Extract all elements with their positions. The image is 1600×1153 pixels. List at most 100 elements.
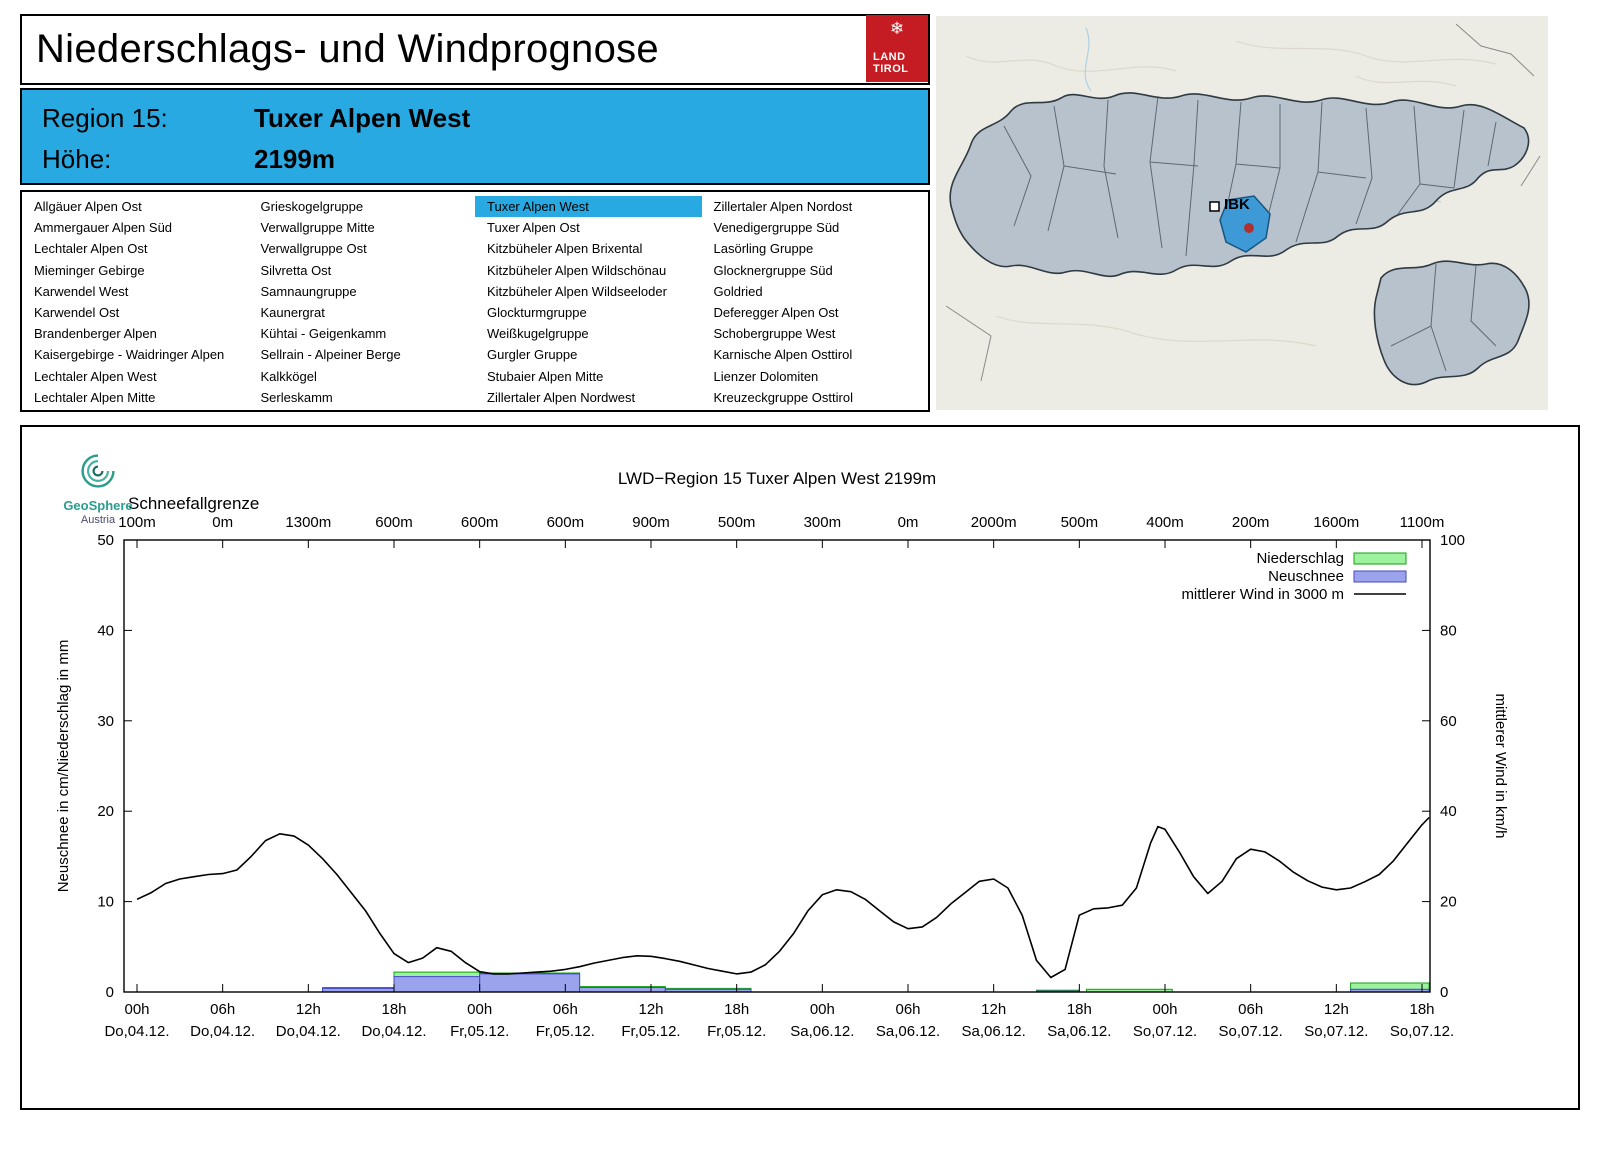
region-option[interactable]: Karwendel Ost: [34, 304, 120, 320]
region-option[interactable]: Glockturmgruppe: [487, 304, 587, 320]
region-info-box: Region 15: Tuxer Alpen West Höhe: 2199m: [20, 88, 930, 185]
svg-text:06h: 06h: [210, 1001, 235, 1018]
svg-text:Sa,06.12.: Sa,06.12.: [962, 1023, 1026, 1040]
region-option[interactable]: Brandenberger Alpen: [34, 326, 157, 342]
svg-text:500m: 500m: [718, 514, 756, 531]
svg-text:1100m: 1100m: [1400, 514, 1445, 531]
svg-text:00h: 00h: [810, 1001, 835, 1018]
logo-line-1: LAND: [873, 50, 906, 63]
svg-text:20: 20: [97, 803, 114, 820]
svg-text:900m: 900m: [632, 514, 670, 531]
region-option[interactable]: Gurgler Gruppe: [487, 347, 578, 363]
region-label: Region 15:: [42, 103, 168, 133]
svg-text:Sa,06.12.: Sa,06.12.: [876, 1023, 940, 1040]
region-option[interactable]: Tuxer Alpen Ost: [487, 220, 580, 236]
ibk-label: IBK: [1224, 196, 1250, 213]
svg-text:00h: 00h: [467, 1001, 492, 1018]
geosphere-swirl-icon: [81, 454, 115, 488]
region-option[interactable]: Kitzbüheler Alpen Brixental: [487, 241, 643, 257]
svg-text:So,07.12.: So,07.12.: [1390, 1023, 1454, 1040]
logo-line-2: TIROL: [873, 63, 909, 76]
svg-text:500m: 500m: [1061, 514, 1099, 531]
region-list: Allgäuer Alpen Ost Ammergauer Alpen Süd Le…: [20, 190, 930, 412]
svg-text:600m: 600m: [375, 514, 413, 531]
y-axes: 0 10 20 30 40 50 0 20 40 60 80 100: [97, 532, 1465, 1001]
region-option[interactable]: Stubaier Alpen Mitte: [487, 368, 604, 384]
north-tirol-shape: [949, 92, 1530, 278]
svg-text:0m: 0m: [212, 514, 233, 531]
svg-text:06h: 06h: [553, 1001, 578, 1018]
region-option[interactable]: Lienzer Dolomiten: [713, 368, 819, 384]
svg-text:Do,04.12.: Do,04.12.: [104, 1023, 169, 1040]
region-option[interactable]: Deferegger Alpen Ost: [713, 304, 839, 320]
region-option[interactable]: Kitzbüheler Alpen Wildschönau: [487, 262, 667, 278]
svg-text:2000m: 2000m: [971, 514, 1017, 531]
region-option[interactable]: Kaisergebirge - Waidringer Alpen: [34, 347, 225, 363]
svg-text:0: 0: [1440, 984, 1448, 1001]
region-option-selected[interactable]: Tuxer Alpen West: [475, 196, 702, 218]
region-option[interactable]: Karnische Alpen Osttirol: [713, 347, 853, 363]
region-option[interactable]: Kitzbüheler Alpen Wildseeloder: [487, 283, 667, 299]
plot-frame: [123, 539, 1431, 993]
svg-text:200m: 200m: [1232, 514, 1270, 531]
region-option[interactable]: Mieminger Gebirge: [34, 262, 145, 278]
svg-text:Sa,06.12.: Sa,06.12.: [790, 1023, 854, 1040]
svg-text:12h: 12h: [981, 1001, 1006, 1018]
svg-text:100: 100: [1440, 532, 1465, 549]
district-borders: [1003, 95, 1497, 257]
region-option[interactable]: Lechtaler Alpen West: [34, 368, 157, 384]
altitude-value: 2199m: [254, 144, 335, 174]
region-option[interactable]: Serleskamm: [260, 389, 333, 405]
page-title: Niederschlags- und Windprognose: [36, 27, 659, 71]
land-tirol-logo-text: LAND TIROL: [873, 51, 921, 76]
region-option[interactable]: Samnaungruppe: [260, 283, 357, 299]
svg-text:1300m: 1300m: [285, 514, 331, 531]
svg-text:600m: 600m: [547, 514, 585, 531]
region-option[interactable]: Kreuzeckgruppe Osttirol: [713, 389, 853, 405]
region-option[interactable]: Lasörling Gruppe: [713, 241, 814, 257]
svg-text:18h: 18h: [1409, 1001, 1434, 1018]
region-option[interactable]: Kalkkögel: [260, 368, 317, 384]
svg-text:Fr,05.12.: Fr,05.12.: [536, 1023, 595, 1040]
region-option[interactable]: Kaunergrat: [260, 304, 325, 320]
region-option[interactable]: Weißkugelgruppe: [487, 326, 589, 342]
svg-text:18h: 18h: [1067, 1001, 1092, 1018]
svg-text:Niederschlag: Niederschlag: [1256, 550, 1344, 567]
region-option[interactable]: Zillertaler Alpen Nordwest: [487, 389, 636, 405]
svg-text:06h: 06h: [895, 1001, 920, 1018]
y-axis-label-right: mittlerer Wind in km/h: [1492, 693, 1509, 838]
svg-text:Sa,06.12.: Sa,06.12.: [1047, 1023, 1111, 1040]
region-option[interactable]: Glocknergruppe Süd: [713, 262, 833, 278]
svg-text:20: 20: [1440, 894, 1457, 911]
svg-text:100m: 100m: [118, 514, 156, 531]
new-snow-bars: [322, 973, 1430, 993]
region-option[interactable]: Karwendel West: [34, 283, 129, 299]
svg-text:400m: 400m: [1146, 514, 1184, 531]
region-option[interactable]: Lechtaler Alpen Ost: [34, 241, 148, 257]
region-option[interactable]: Lechtaler Alpen Mitte: [34, 389, 156, 405]
svg-text:06h: 06h: [1238, 1001, 1263, 1018]
region-option[interactable]: Venedigergruppe Süd: [713, 220, 840, 236]
region-option[interactable]: Schobergruppe West: [713, 326, 836, 342]
region-option[interactable]: Kühtai - Geigenkamm: [260, 326, 387, 342]
region-row: Region 15: Tuxer Alpen West: [42, 98, 928, 139]
east-tirol-shape: [1373, 260, 1530, 386]
region-option[interactable]: Allgäuer Alpen Ost: [34, 199, 142, 214]
plot-area: 00hDo,04.12.100m06hDo,04.12.0m12hDo,04.1…: [55, 469, 1509, 1040]
chart-title: LWD−Region 15 Tuxer Alpen West 2199m: [618, 469, 936, 488]
geosphere-sub: Austria: [80, 513, 116, 526]
selected-region-shape[interactable]: [1219, 195, 1271, 253]
region-option[interactable]: Sellrain - Alpeiner Berge: [260, 347, 401, 363]
region-option[interactable]: Goldried: [713, 283, 763, 299]
region-option[interactable]: Silvretta Ost: [260, 262, 332, 278]
region-option[interactable]: Grieskogelgruppe: [260, 199, 364, 214]
region-option[interactable]: Ammergauer Alpen Süd: [34, 220, 173, 236]
terrain-relief: [965, 40, 1497, 347]
wind-line: [136, 816, 1430, 979]
region-option[interactable]: Verwallgruppe Mitte: [260, 220, 375, 236]
x-axis: 00h Do,04.12. 100m 06h Do,04.12. 0m 12h Do,04.1…: [104, 514, 1454, 1040]
region-option[interactable]: Zillertaler Alpen Nordost: [713, 199, 853, 214]
region-option[interactable]: Verwallgruppe Ost: [260, 241, 367, 257]
ibk-marker: [1209, 201, 1220, 212]
region-value: Tuxer Alpen West: [254, 103, 471, 133]
